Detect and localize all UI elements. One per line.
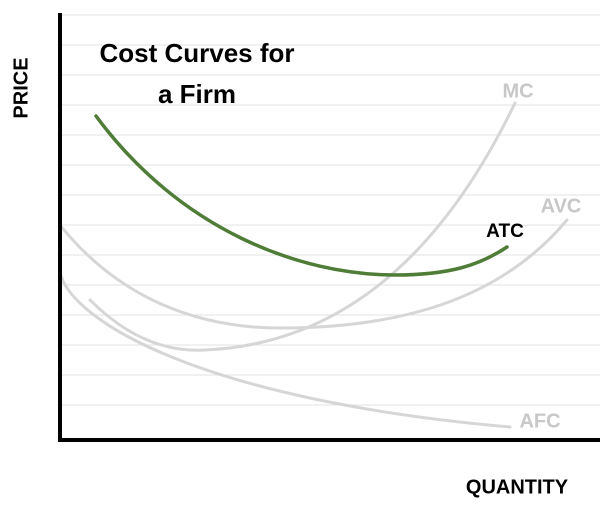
afc-curve [58, 270, 512, 429]
atc-curve [94, 114, 509, 277]
x-axis-label: QUANTITY [466, 476, 569, 498]
grid [60, 14, 600, 406]
title-line: a Firm [158, 79, 236, 109]
curve-label: MC [502, 80, 533, 102]
curve-label: AVC [541, 195, 582, 217]
avc-curve [58, 218, 569, 330]
curve-label: ATC [486, 221, 524, 242]
curve-label: AFC [519, 410, 560, 432]
title-line: Cost Curves for [99, 38, 294, 68]
mc-curve [88, 101, 517, 352]
y-axis-label: PRICE [10, 57, 32, 118]
